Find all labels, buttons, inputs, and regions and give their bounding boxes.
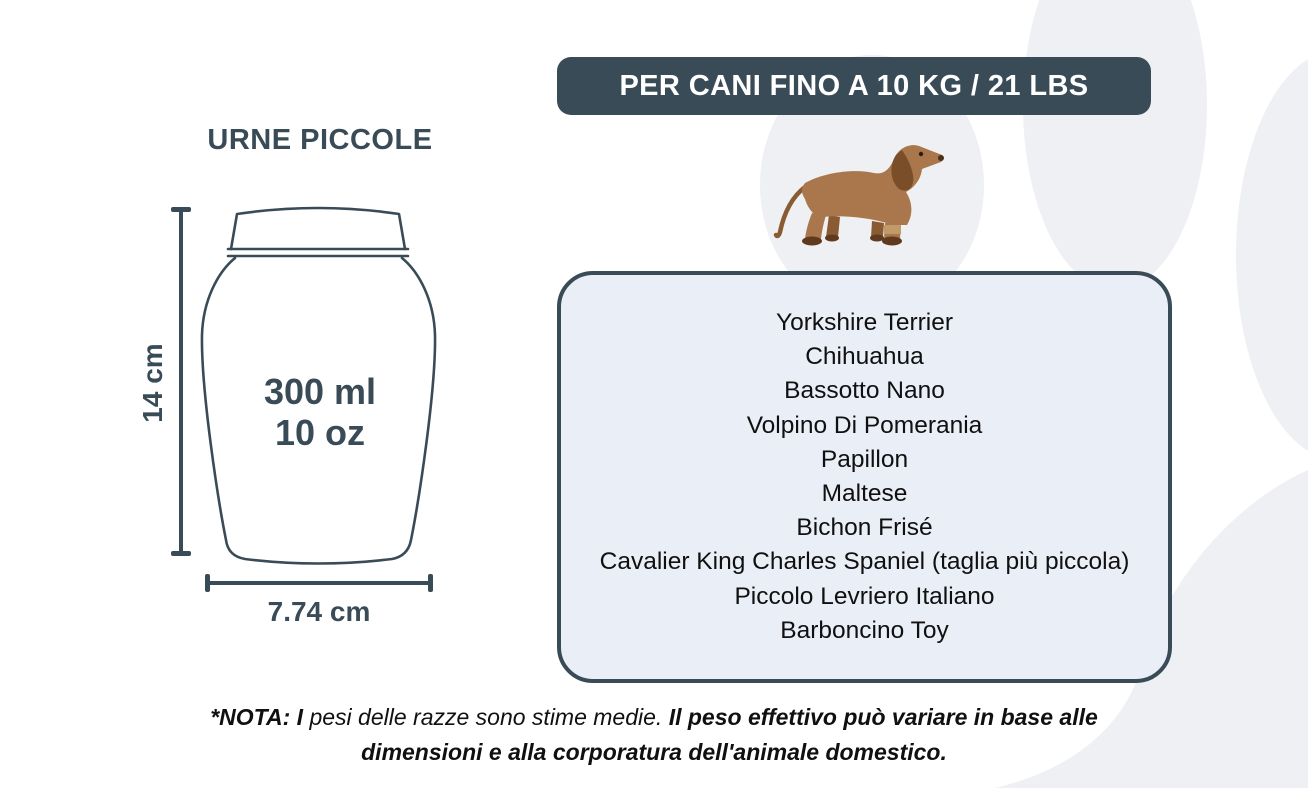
weight-range-badge: PER CANI FINO A 10 KG / 21 LBS bbox=[557, 57, 1151, 115]
dog-eye bbox=[918, 151, 924, 157]
height-label: 14 cm bbox=[137, 343, 168, 423]
paw-toe-shape bbox=[1023, 0, 1207, 290]
dog-paw bbox=[882, 236, 902, 246]
height-measure-cap-bottom bbox=[171, 551, 191, 556]
urn-illustration bbox=[200, 206, 437, 565]
breed-item: Barboncino Toy bbox=[780, 616, 949, 644]
dachshund-icon bbox=[773, 145, 944, 246]
breed-item: Maltese bbox=[821, 480, 908, 507]
dog-far-front-leg bbox=[871, 221, 884, 237]
urn-capacity: 300 ml 10 oz bbox=[202, 371, 438, 453]
breed-item: Bichon Frisé bbox=[796, 514, 933, 542]
breed-item: Bassotto Nano bbox=[784, 377, 945, 405]
breed-item: Piccolo Levriero Italiano bbox=[734, 582, 995, 610]
dog-body bbox=[802, 145, 944, 225]
dog-front-leg-band bbox=[884, 225, 901, 234]
width-measure-cap-left bbox=[205, 574, 210, 592]
paw-toe-shape bbox=[1236, 59, 1308, 451]
dog-nose bbox=[938, 155, 944, 161]
height-measure-cap-top bbox=[171, 207, 191, 212]
dog-far-rear-leg bbox=[826, 215, 840, 237]
width-measure-cap-right bbox=[428, 574, 433, 592]
urn-body-outline bbox=[200, 256, 437, 565]
breed-item: Volpino Di Pomerania bbox=[746, 411, 983, 439]
dog-far-paw bbox=[825, 234, 839, 242]
breed-item: Cavalier King Charles Spaniel (taglia pi… bbox=[599, 548, 1130, 576]
dog-ear bbox=[891, 150, 914, 191]
width-measure-line bbox=[207, 581, 431, 585]
height-measure-line bbox=[179, 209, 183, 555]
dog-tail bbox=[773, 184, 808, 239]
capacity-oz: 10 oz bbox=[274, 412, 366, 453]
breed-item: Chihuahua bbox=[805, 343, 924, 371]
urn-lid-outline bbox=[229, 206, 407, 251]
dog-rear-leg bbox=[805, 213, 826, 239]
footnote: *NOTA: I pesi delle razze sono stime med… bbox=[209, 700, 1099, 770]
breed-list-box: Yorkshire Terrier Chihuahua Bassotto Nano V… bbox=[557, 271, 1172, 683]
breed-item: Papillon bbox=[820, 445, 909, 473]
breed-item: Yorkshire Terrier bbox=[775, 308, 953, 336]
footnote-regular: pesi delle razze sono stime medie. bbox=[303, 704, 669, 730]
paw-pad-shape bbox=[995, 470, 1308, 788]
capacity-ml: 300 ml bbox=[263, 371, 377, 412]
dog-far-paw bbox=[870, 234, 884, 242]
dog-paw bbox=[802, 236, 822, 246]
width-label: 7.74 cm bbox=[267, 596, 371, 627]
footnote-bold-intro: *NOTA: I bbox=[210, 704, 304, 730]
footnote-bold-end: Il peso effettivo può variare in base al… bbox=[361, 704, 1098, 765]
urn-section-title: URNE PICCOLE bbox=[207, 124, 433, 156]
